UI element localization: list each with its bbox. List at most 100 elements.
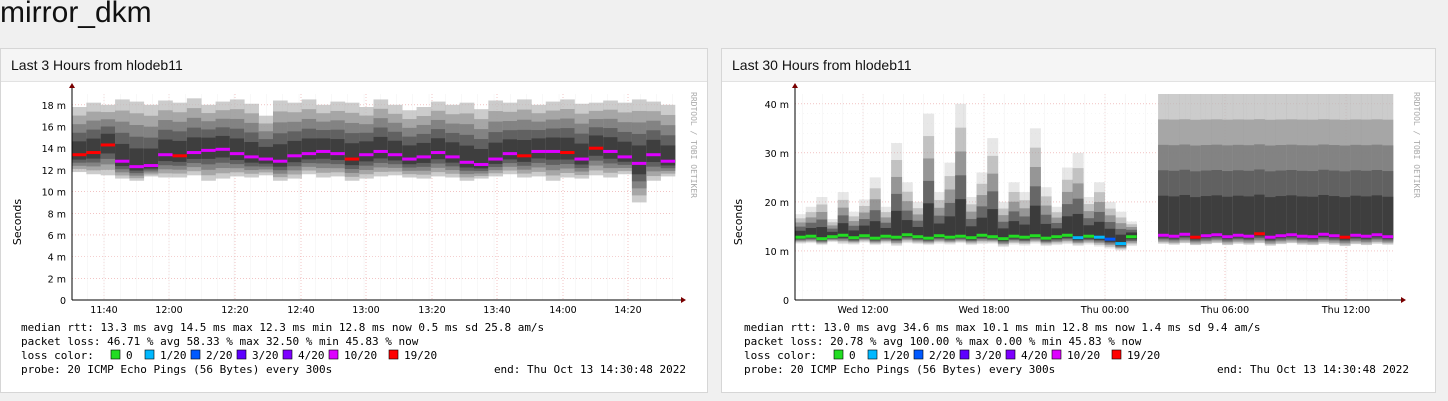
smoke-band: [1296, 196, 1308, 239]
smoke-band: [129, 148, 145, 171]
median-marker: [805, 234, 817, 238]
median-marker: [387, 153, 403, 157]
median-marker: [1328, 234, 1340, 238]
median-marker: [795, 235, 806, 239]
median-marker: [287, 154, 302, 158]
stats-probe: probe: 20 ICMP Echo Pings (56 Bytes) eve…: [21, 363, 332, 376]
loss-legend-label: 1/20: [160, 349, 187, 362]
median-marker: [880, 234, 892, 238]
median-marker: [848, 236, 860, 240]
smoke-band: [1318, 194, 1330, 237]
smoke-band: [816, 227, 828, 241]
median-marker: [488, 157, 503, 161]
smoke-band: [1232, 195, 1244, 238]
median-marker: [955, 234, 966, 238]
median-marker: [273, 159, 288, 163]
median-marker: [944, 235, 956, 239]
smoke-band: [1243, 196, 1255, 239]
loss-swatch: [282, 349, 293, 360]
median-marker: [1126, 235, 1137, 239]
smoke-band: [976, 217, 988, 238]
smoke-band: [402, 145, 417, 165]
smoke-band: [923, 203, 935, 241]
smoke-band: [287, 140, 303, 163]
x-tick-label: 13:40: [483, 305, 510, 316]
loss-legend-label: 0: [126, 349, 133, 362]
median-marker: [172, 154, 187, 158]
smoke-band: [1019, 224, 1031, 240]
median-marker: [901, 233, 913, 237]
smoke-band: [1200, 196, 1212, 239]
smoke-band: [273, 144, 288, 167]
median-marker: [1264, 235, 1276, 239]
loss-swatch: [833, 349, 844, 360]
median-marker: [72, 153, 87, 157]
median-marker: [1350, 233, 1361, 237]
rrd-graph-svg: Wed 12:00 Wed 18:00 Thu 00:00 Thu 06:00 Thu …: [732, 83, 1421, 376]
y-tick-label: 40 m: [765, 100, 789, 111]
median-marker: [827, 235, 838, 239]
x-tick-label: Thu 00:00: [1080, 305, 1129, 316]
y-tick-label: 0: [783, 296, 789, 307]
smoke-band: [805, 227, 817, 239]
loss-color-label: loss color:: [21, 349, 94, 362]
median-marker: [1296, 234, 1308, 238]
median-marker: [997, 237, 1009, 241]
median-marker: [1371, 233, 1383, 237]
loss-swatch: [144, 349, 155, 360]
loss-legend-label: 2/20: [206, 349, 233, 362]
stats-end: end: Thu Oct 13 14:30:48 2022: [1217, 363, 1409, 376]
median-marker: [1051, 235, 1062, 239]
median-marker: [1029, 234, 1041, 238]
median-marker: [1179, 232, 1191, 236]
smoke-band: [115, 143, 130, 167]
x-tick-label: 12:40: [287, 305, 314, 316]
smoke-band: [1029, 205, 1041, 238]
median-marker: [474, 162, 489, 166]
smoke-band: [603, 137, 618, 159]
loss-legend-label: 10/20: [344, 349, 377, 362]
median-marker: [373, 149, 388, 153]
stats-rtt: median rtt: 13.0 ms avg 34.6 ms max 10.1…: [744, 321, 1261, 334]
smoke-band: [795, 230, 806, 240]
loss-swatch: [190, 349, 201, 360]
stats-loss: packet loss: 20.78 % avg 100.00 % max 0.…: [744, 335, 1142, 348]
median-marker: [416, 155, 431, 159]
smoke-band: [1094, 221, 1105, 240]
loss-legend-label: 0: [849, 349, 856, 362]
median-marker: [229, 152, 245, 156]
page-title: mirror_dkm: [0, 0, 152, 29]
smoke-band: [1008, 221, 1020, 239]
x-tick-label: Thu 12:00: [1321, 305, 1370, 316]
smoke-band: [517, 140, 532, 162]
median-marker: [976, 233, 988, 237]
smoke-band: [488, 142, 504, 164]
median-marker: [1040, 236, 1052, 240]
smoke-band: [445, 142, 460, 163]
x-tick-label: 12:20: [221, 305, 248, 316]
smoke-band: [827, 231, 839, 239]
graph-panel-30-hours: Last 30 Hours from hlodeb11 Wed 12:00 Wed…: [721, 48, 1436, 393]
x-axis-arrow: [681, 297, 686, 303]
smoke-band: [459, 145, 475, 168]
rrdtool-watermark: RRDTOOL / TOBI OETIKER: [1412, 92, 1421, 198]
median-marker: [1115, 242, 1127, 246]
x-tick-label: 13:20: [418, 305, 445, 316]
loss-swatch: [110, 349, 121, 360]
median-marker: [603, 149, 618, 153]
median-marker: [186, 151, 202, 155]
y-axis-label: Seconds: [732, 199, 745, 245]
smoke-band: [997, 228, 1009, 242]
smoke-band: [574, 143, 590, 165]
y-tick-label: 4 m: [48, 253, 66, 264]
graph-image[interactable]: Wed 12:00 Wed 18:00 Thu 00:00 Thu 06:00 Thu …: [722, 82, 1435, 392]
smoke-band: [344, 143, 360, 166]
x-tick-label: 13:00: [352, 305, 379, 316]
graph-image[interactable]: 11:40 12:00 12:20 12:40 13:00 13:20 13:40 14:00…: [1, 82, 707, 392]
median-marker: [158, 153, 173, 157]
smoke-band: [430, 138, 446, 160]
smoke-band: [316, 138, 331, 159]
median-marker: [86, 151, 101, 155]
loss-legend-label: 4/20: [1021, 349, 1048, 362]
median-marker: [316, 149, 331, 153]
